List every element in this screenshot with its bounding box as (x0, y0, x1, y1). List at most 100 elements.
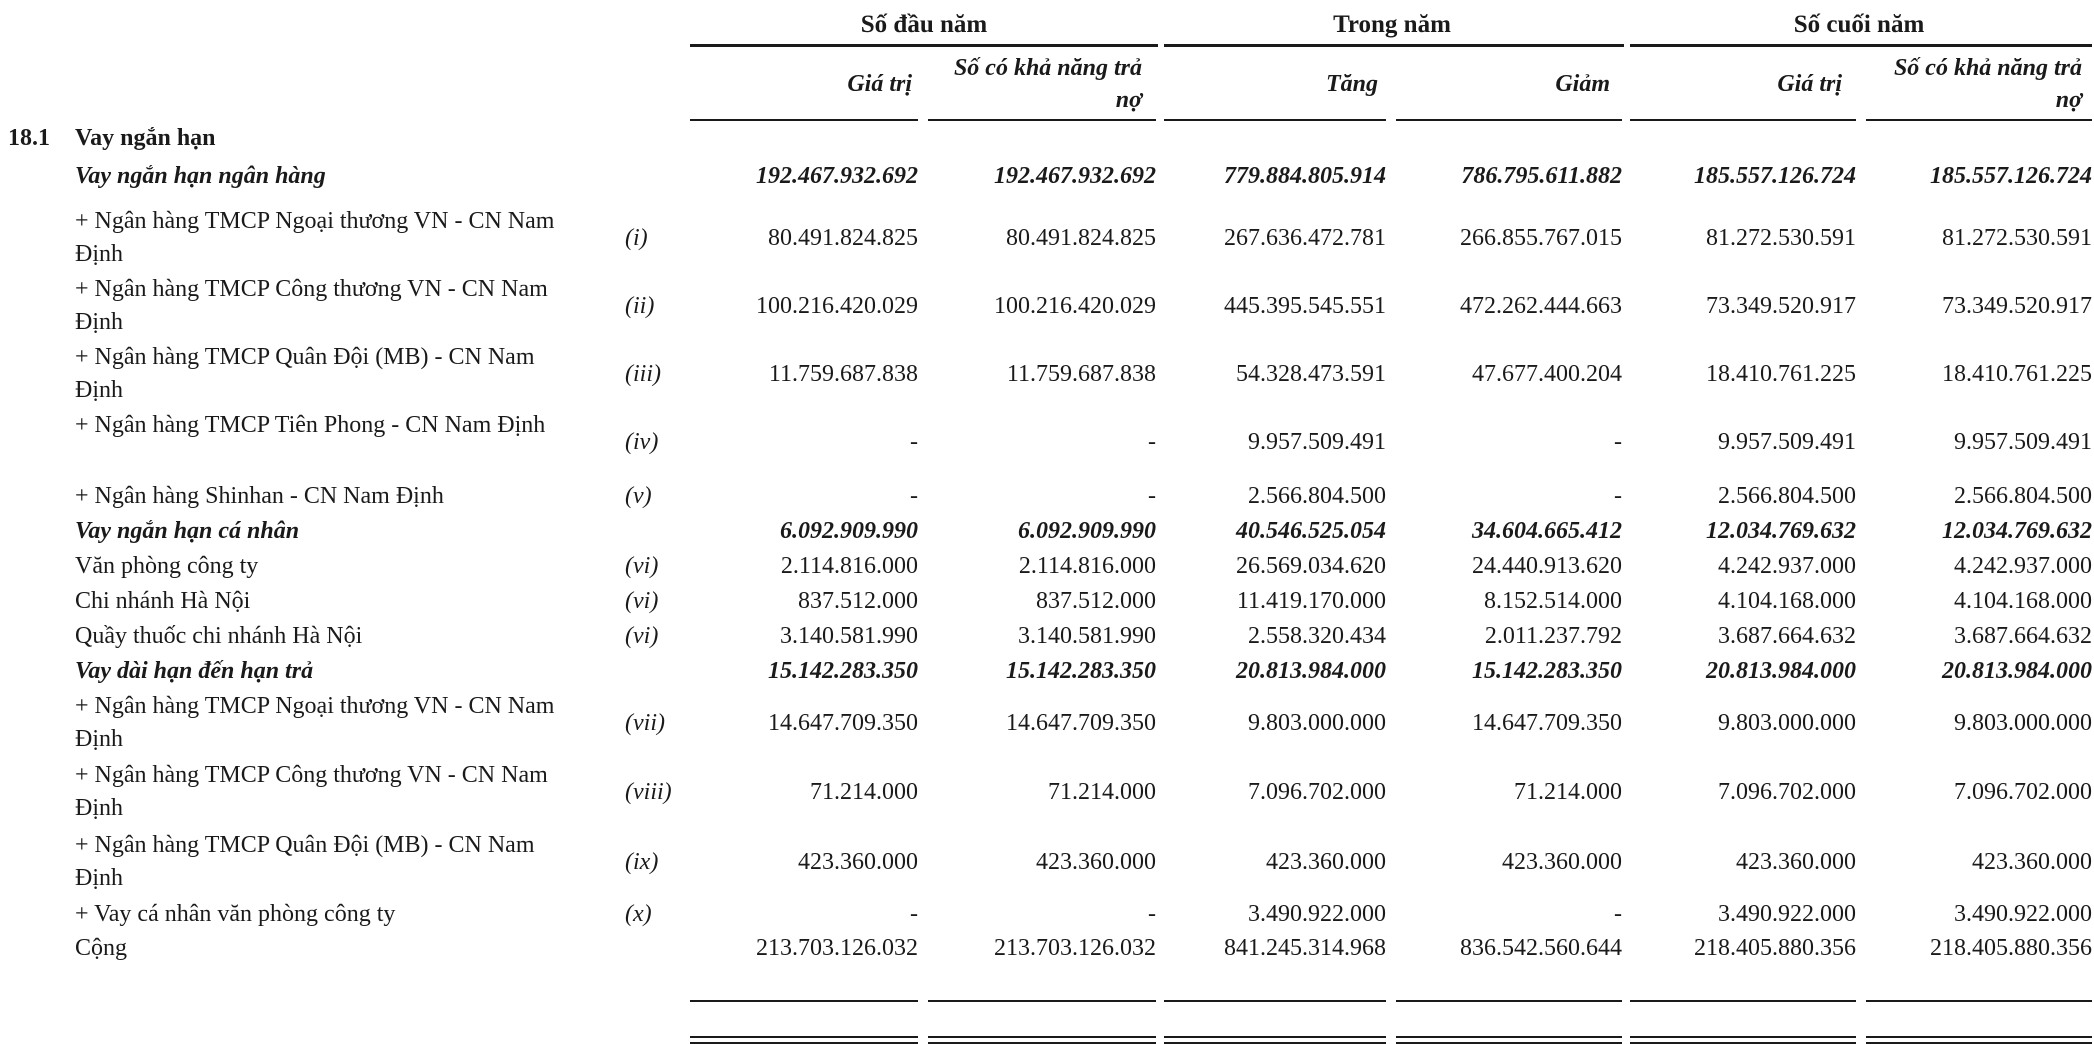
col-header-payable-opening: Số có khả năng trả nợ (953, 55, 1142, 113)
row-value-col-4: 423.360.000 (1502, 849, 1622, 875)
row-label: + Ngân hàng TMCP Ngoại thương VN - CN Na… (75, 693, 555, 752)
row-value-col-6: 2.566.804.500 (1954, 483, 2092, 509)
row-value-col-6: 73.349.520.917 (1942, 293, 2092, 319)
group-underline (1164, 44, 1624, 47)
col-header-payable-closing: Số có khả năng trả nợ (1893, 55, 2082, 113)
row-label: + Ngân hàng TMCP Ngoại thương VN - CN Na… (75, 208, 555, 267)
row-value-col-5: 4.242.937.000 (1718, 553, 1856, 579)
header-underline (1630, 119, 1856, 121)
total-double-rule (1866, 1036, 2092, 1044)
col-header-value-opening: Giá trị (847, 71, 912, 97)
row-value-col-6: 9.957.509.491 (1954, 429, 2092, 455)
header-underline (690, 119, 918, 121)
row-value-col-4: - (1614, 901, 1622, 927)
row-label: + Ngân hàng TMCP Công thương VN - CN Nam… (75, 276, 548, 335)
header-underline (1866, 119, 2092, 121)
row-note-ref: (x) (625, 901, 652, 927)
row-note-ref: (iv) (625, 429, 659, 455)
row-value-col-1: 80.491.824.825 (768, 225, 918, 251)
row-value-col-2: 192.467.932.692 (994, 163, 1156, 189)
total-double-rule (1164, 1036, 1386, 1044)
row-value-col-5: 185.557.126.724 (1694, 163, 1856, 189)
row-label: + Ngân hàng TMCP Tiên Phong - CN Nam Địn… (75, 412, 546, 438)
row-value-col-6: 81.272.530.591 (1942, 225, 2092, 251)
row-value-col-1: 71.214.000 (810, 779, 918, 805)
total-double-rule (690, 1036, 918, 1044)
row-label: Quầy thuốc chi nhánh Hà Nội (75, 623, 363, 649)
row-value-col-5: 3.490.922.000 (1718, 901, 1856, 927)
row-value-col-1: 3.140.581.990 (780, 623, 918, 649)
row-value-col-3: 20.813.984.000 (1236, 658, 1386, 684)
row-value-col-6: 185.557.126.724 (1930, 163, 2092, 189)
row-value-col-1: 100.216.420.029 (756, 293, 918, 319)
row-value-col-6: 3.490.922.000 (1954, 901, 2092, 927)
row-note-ref: (vii) (625, 710, 665, 736)
row-value-col-4: 71.214.000 (1514, 779, 1622, 805)
row-value-col-1: 192.467.932.692 (756, 163, 918, 189)
row-value-col-6: 9.803.000.000 (1954, 710, 2092, 736)
row-value-col-3: 9.957.509.491 (1248, 429, 1386, 455)
row-value-col-4: 836.542.560.644 (1460, 935, 1622, 961)
row-value-col-3: 26.569.034.620 (1236, 553, 1386, 579)
row-label: Vay dài hạn đến hạn trả (75, 658, 314, 684)
row-value-col-5: 12.034.769.632 (1706, 518, 1856, 544)
row-note-ref: (ix) (625, 849, 659, 875)
row-note-ref: (i) (625, 225, 648, 251)
row-value-col-2: 6.092.909.990 (1018, 518, 1156, 544)
row-value-col-1: 14.647.709.350 (768, 710, 918, 736)
row-value-col-3: 2.566.804.500 (1248, 483, 1386, 509)
row-value-col-4: 786.795.611.882 (1461, 163, 1622, 189)
row-value-col-1: 213.703.126.032 (756, 935, 918, 961)
row-value-col-5: 9.803.000.000 (1718, 710, 1856, 736)
header-underline (928, 119, 1156, 121)
col-header-value-closing: Giá trị (1777, 71, 1842, 97)
row-value-col-3: 423.360.000 (1266, 849, 1386, 875)
row-value-col-2: 3.140.581.990 (1018, 623, 1156, 649)
row-value-col-5: 218.405.880.356 (1694, 935, 1856, 961)
row-value-col-6: 423.360.000 (1972, 849, 2092, 875)
total-rule (690, 1000, 918, 1002)
row-value-col-6: 4.242.937.000 (1954, 553, 2092, 579)
row-value-col-3: 7.096.702.000 (1248, 779, 1386, 805)
row-label: + Ngân hàng TMCP Công thương VN - CN Nam… (75, 762, 548, 821)
row-note-ref: (iii) (625, 361, 661, 387)
row-value-col-5: 4.104.168.000 (1718, 588, 1856, 614)
section-number: 18.1 (8, 125, 50, 151)
row-label: Văn phòng công ty (75, 553, 259, 579)
header-underline (1396, 119, 1622, 121)
row-value-col-5: 73.349.520.917 (1706, 293, 1856, 319)
row-value-col-1: 423.360.000 (798, 849, 918, 875)
header-underline (1164, 119, 1386, 121)
row-value-col-4: 8.152.514.000 (1484, 588, 1622, 614)
row-value-col-5: 20.813.984.000 (1706, 658, 1856, 684)
row-value-col-6: 18.410.761.225 (1942, 361, 2092, 387)
row-value-col-2: 15.142.283.350 (1006, 658, 1156, 684)
row-value-col-1: 6.092.909.990 (780, 518, 918, 544)
row-value-col-5: 3.687.664.632 (1718, 623, 1856, 649)
row-value-col-3: 779.884.805.914 (1224, 163, 1386, 189)
row-value-col-4: 14.647.709.350 (1472, 710, 1622, 736)
row-value-col-2: 11.759.687.838 (1006, 361, 1156, 387)
group-underline (1630, 44, 2092, 47)
row-value-col-5: 7.096.702.000 (1718, 779, 1856, 805)
group-header-opening: Số đầu năm (860, 11, 988, 38)
row-value-col-3: 9.803.000.000 (1248, 710, 1386, 736)
row-value-col-2: 837.512.000 (1036, 588, 1156, 614)
row-value-col-2: 14.647.709.350 (1006, 710, 1156, 736)
row-note-ref: (vi) (625, 588, 659, 614)
row-value-col-3: 267.636.472.781 (1224, 225, 1386, 251)
row-value-col-1: 15.142.283.350 (768, 658, 918, 684)
row-value-col-4: 34.604.665.412 (1472, 518, 1622, 544)
row-value-col-5: 423.360.000 (1736, 849, 1856, 875)
total-rule (1630, 1000, 1856, 1002)
row-value-col-3: 841.245.314.968 (1224, 935, 1386, 961)
group-header-during-year: Trong năm (1333, 11, 1451, 38)
row-label: + Ngân hàng TMCP Quân Đội (MB) - CN Nam … (75, 832, 535, 891)
row-value-col-3: 11.419.170.000 (1236, 588, 1386, 614)
col-header-decrease: Giảm (1555, 71, 1610, 97)
row-value-col-2: - (1148, 901, 1156, 927)
row-value-col-1: - (910, 483, 918, 509)
row-value-col-4: 47.677.400.204 (1472, 361, 1622, 387)
total-rule (1866, 1000, 2092, 1002)
